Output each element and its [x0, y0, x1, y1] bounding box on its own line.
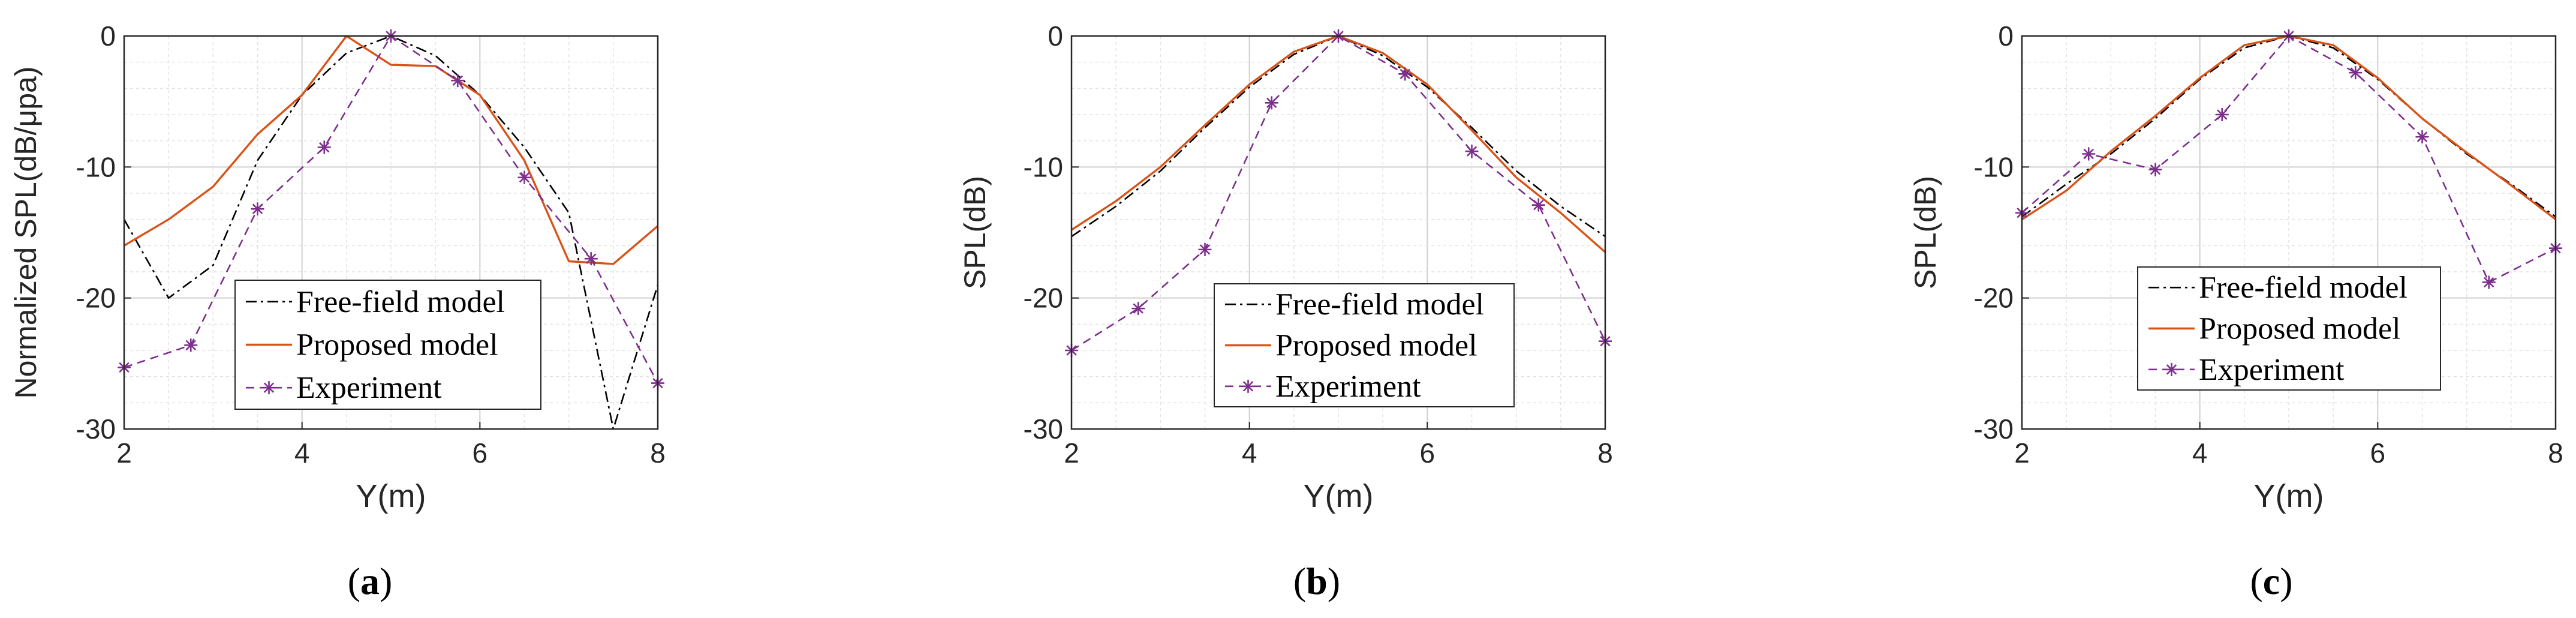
- x-tick-label: 8: [2548, 437, 2563, 469]
- x-tick-label: 2: [116, 437, 132, 469]
- x-tick-label: 2: [2014, 437, 2030, 469]
- x-tick-label: 6: [473, 437, 488, 469]
- panel-caption: (b): [1293, 560, 1340, 602]
- data-point-marker: [1265, 96, 1278, 110]
- axes-box: [1070, 35, 1606, 430]
- legend-label: Experiment: [2199, 353, 2345, 387]
- legend-marker: [2165, 362, 2178, 376]
- legend-label: Free-field model: [296, 285, 505, 319]
- data-point-marker: [317, 140, 331, 154]
- caption-letter: a: [360, 560, 380, 602]
- legend: Free-field model Proposed model Experiment: [2137, 266, 2441, 391]
- legend-label: Free-field model: [1275, 287, 1484, 322]
- caption-letter: b: [1306, 560, 1328, 602]
- data-point-marker: [1398, 67, 1412, 81]
- y-tick-label: -30: [1974, 413, 2014, 445]
- legend-label: Experiment: [296, 371, 442, 405]
- legend: Free-field model Proposed model Experiment: [1214, 283, 1515, 407]
- data-point-marker: [2482, 275, 2496, 289]
- caption-letter: c: [2263, 560, 2280, 602]
- panel-caption: (c): [2250, 560, 2292, 602]
- y-axis-label: SPL(dB): [958, 176, 992, 289]
- data-point-marker: [1198, 242, 1212, 256]
- legend-label: Proposed model: [2199, 312, 2401, 346]
- caption-open-paren: (: [2250, 560, 2262, 602]
- legend: Free-field model Proposed model Experiment: [234, 280, 541, 410]
- y-tick-label: -30: [76, 413, 116, 445]
- data-point-marker: [1131, 302, 1145, 316]
- caption-close-paren: ): [380, 560, 392, 602]
- data-point-marker: [2349, 66, 2363, 80]
- x-axis-label: Y(m): [1304, 478, 1374, 514]
- legend-label: Free-field model: [2199, 271, 2408, 305]
- x-axis-label: Y(m): [2254, 478, 2324, 514]
- caption-close-paren: ): [1328, 560, 1340, 602]
- legend-label: Experiment: [1275, 370, 1421, 404]
- legend-marker: [1241, 379, 1255, 393]
- data-point-marker: [2148, 163, 2162, 176]
- y-tick-label: 0: [1998, 20, 2014, 52]
- legend-label: Proposed model: [296, 328, 498, 362]
- x-tick-label: 8: [650, 437, 666, 469]
- caption-open-paren: (: [1293, 560, 1306, 602]
- data-point-marker: [184, 338, 198, 352]
- x-tick-label: 6: [1420, 437, 1436, 469]
- x-tick-label: 4: [1242, 437, 1257, 469]
- x-tick-label: 4: [2192, 437, 2208, 469]
- data-point-marker: [1531, 198, 1545, 212]
- series-proposed-model: [124, 35, 659, 265]
- y-axis-label: Normalized SPL(dB/μpa): [9, 66, 43, 398]
- y-tick-label: 0: [100, 20, 116, 52]
- legend-label: Proposed model: [1275, 329, 1477, 363]
- series-line: [124, 35, 659, 265]
- data-point-marker: [251, 202, 264, 216]
- y-tick-label: -20: [1974, 283, 2014, 314]
- chart-panel-c: 2 4 6 8 0 -10 -20 -30 Y(m) SPL(dB) Free-field mode…: [1909, 20, 2563, 602]
- chart-panel-b: 2 4 6 8 0 -10 -20 -30 Y(m) SPL(dB) Free-field mode…: [958, 20, 1613, 602]
- data-point-marker: [584, 252, 598, 266]
- data-point-marker: [2215, 108, 2229, 121]
- data-point-marker: [1465, 145, 1479, 158]
- axes-box: [123, 35, 659, 430]
- x-tick-label: 2: [1064, 437, 1079, 469]
- x-tick-label: 8: [1597, 437, 1613, 469]
- y-tick-label: -30: [1024, 413, 1063, 445]
- y-tick-label: -20: [76, 283, 116, 314]
- caption-close-paren: ): [2280, 560, 2292, 602]
- series-line: [1071, 35, 1606, 238]
- x-tick-label: 6: [2370, 437, 2386, 469]
- y-axis-label: SPL(dB): [1909, 176, 1942, 289]
- data-point-marker: [2415, 130, 2429, 144]
- y-tick-label: 0: [1048, 20, 1063, 52]
- y-tick-label: -10: [1024, 151, 1063, 182]
- panel-caption: (a): [348, 560, 393, 602]
- data-point-marker: [451, 74, 465, 88]
- x-axis-label: Y(m): [356, 478, 426, 514]
- data-point-marker: [517, 170, 531, 184]
- y-tick-label: -20: [1024, 283, 1063, 314]
- series-free-field-model: [1071, 35, 1606, 238]
- data-point-marker: [2082, 147, 2096, 161]
- y-tick-label: -10: [1974, 151, 2014, 182]
- axes-box: [2021, 35, 2557, 430]
- caption-open-paren: (: [348, 560, 360, 602]
- y-tick-label: -10: [76, 151, 116, 182]
- chart-panel-a: 2 4 6 8 0 -10 -20 -30 Y(m) Normalized SPL(dB/μpa)…: [9, 20, 666, 602]
- legend-marker: [262, 381, 276, 395]
- x-tick-label: 4: [294, 437, 310, 469]
